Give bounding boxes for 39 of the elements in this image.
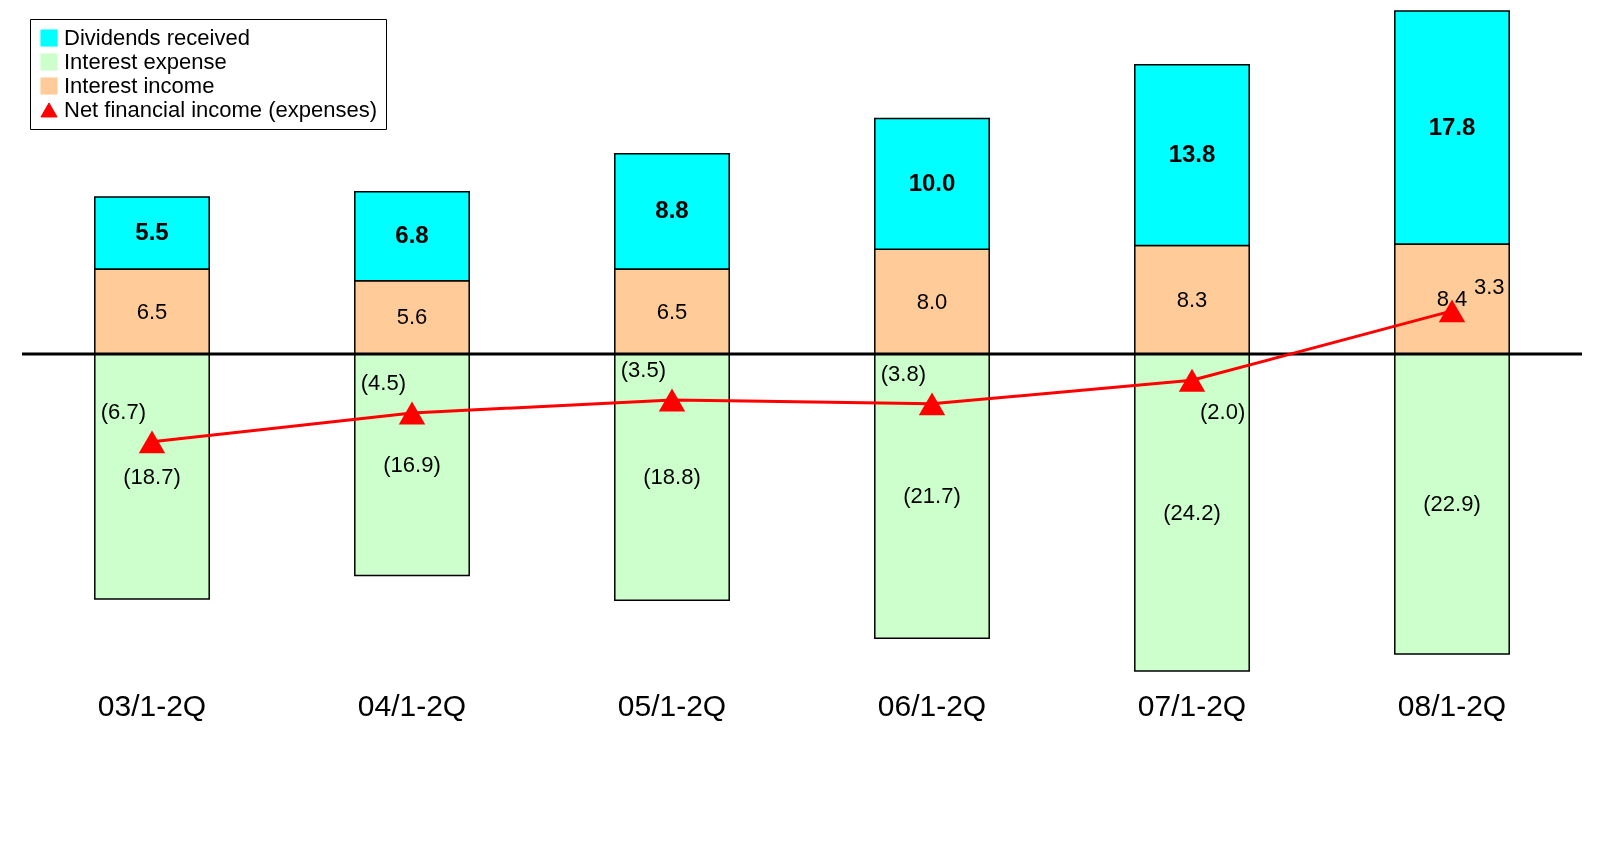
- x-tick-label: 08/1-2Q: [1397, 688, 1507, 722]
- data-label: (3.5): [620, 356, 666, 382]
- point: [1178, 368, 1206, 392]
- data-label: 6.5: [656, 298, 688, 324]
- data-label: 13.8: [1168, 140, 1216, 168]
- data-label: 8.0: [916, 288, 948, 314]
- data-label: (6.7): [100, 398, 146, 424]
- data-label: 6.8: [395, 221, 429, 249]
- data-label: 8.4: [1436, 286, 1468, 312]
- legend-label: Interest expense: [64, 49, 227, 74]
- point: [658, 388, 686, 412]
- data-label: 5.6: [396, 304, 428, 330]
- data-label: (24.2): [1163, 499, 1221, 525]
- data-label: (4.5): [360, 370, 406, 396]
- legend-label: Interest income: [64, 73, 215, 98]
- data-label: (18.8): [643, 464, 701, 490]
- data-label: (2.0): [1200, 399, 1246, 425]
- data-label: (3.8): [880, 360, 926, 386]
- legend-label: Net financial income (expenses): [64, 97, 378, 122]
- x-tick-label: 04/1-2Q: [357, 688, 467, 722]
- data-label: 3.3: [1474, 273, 1505, 299]
- point: [918, 392, 946, 416]
- point: [138, 430, 166, 454]
- data-label: (21.7): [903, 483, 961, 509]
- data-label: (16.9): [383, 451, 441, 477]
- data-label: (22.9): [1423, 491, 1481, 517]
- data-label: 17.8: [1428, 112, 1476, 140]
- data-label: 8.3: [1176, 286, 1208, 312]
- data-label: 8.8: [655, 196, 689, 224]
- data-label: 5.5: [135, 217, 169, 245]
- data-label: (18.7): [123, 463, 181, 489]
- x-tick-label: 03/1-2Q: [97, 688, 207, 722]
- x-tick-label: 05/1-2Q: [617, 688, 727, 722]
- data-label: 10.0: [908, 168, 956, 196]
- point: [398, 401, 426, 425]
- x-tick-label: 07/1-2Q: [1137, 688, 1247, 722]
- legend-label: Dividends received: [64, 25, 250, 50]
- data-label: 6.5: [136, 298, 168, 324]
- x-tick-label: 06/1-2Q: [877, 688, 987, 722]
